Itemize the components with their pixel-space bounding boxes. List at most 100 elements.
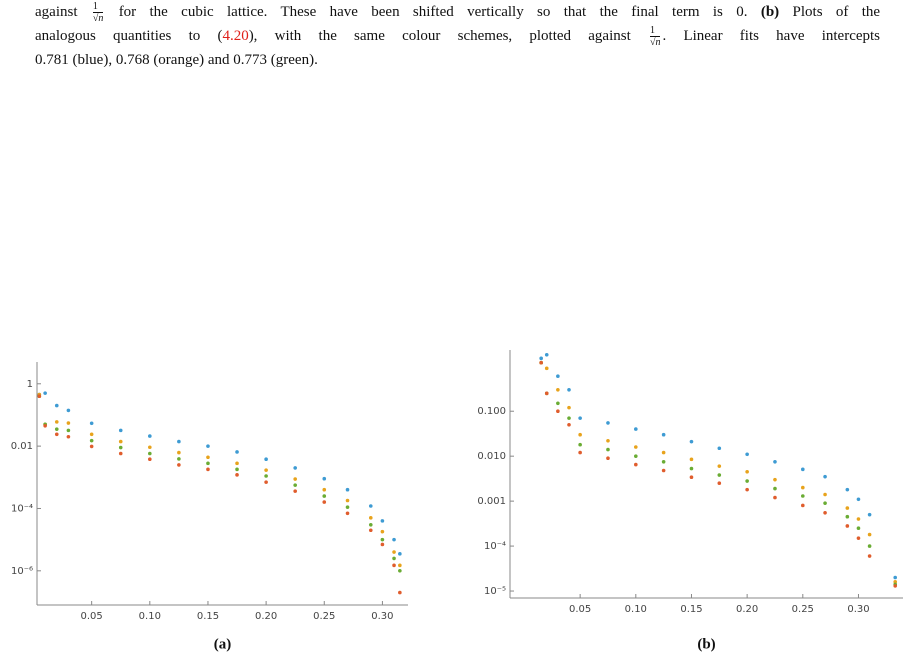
- point: [717, 473, 722, 477]
- text: ), with the same colour schemes, plotted…: [248, 28, 631, 45]
- point: [634, 462, 638, 467]
- point: [544, 391, 549, 396]
- point: [398, 590, 402, 595]
- point: [264, 474, 268, 478]
- point: [823, 492, 827, 497]
- denominator: √n: [649, 36, 661, 49]
- point: [264, 468, 268, 472]
- point: [177, 439, 181, 444]
- point: [773, 495, 777, 500]
- point: [264, 480, 268, 484]
- point: [801, 467, 805, 472]
- point: [567, 422, 571, 427]
- point: [717, 446, 722, 451]
- point: [745, 469, 749, 474]
- point: [773, 477, 777, 482]
- point: [293, 483, 297, 487]
- point: [689, 475, 694, 480]
- point: [578, 432, 582, 437]
- text: against: [35, 4, 78, 20]
- point: [556, 374, 560, 379]
- point: [556, 387, 560, 392]
- reference[interactable]: 4.20: [222, 28, 249, 45]
- point: [544, 352, 549, 357]
- point: [177, 450, 181, 455]
- point: [264, 457, 268, 462]
- point: [567, 416, 571, 420]
- point: [845, 514, 850, 519]
- x-tick-label: 0.30: [371, 611, 393, 622]
- subcaption: (a): [214, 636, 232, 652]
- point: [368, 528, 373, 533]
- text: . Linear fits have intercepts: [662, 28, 881, 45]
- x-tick-label: 0.15: [680, 604, 702, 615]
- point: [89, 421, 94, 426]
- point: [606, 456, 610, 461]
- point: [578, 416, 582, 420]
- point: [634, 454, 638, 458]
- point: [556, 409, 560, 414]
- x-tick-label: 0.10: [625, 604, 647, 615]
- fraction: 1 √n: [92, 1, 104, 25]
- denominator: √n: [92, 12, 104, 25]
- caption-line: analogous quantities to (4.20), with the…: [35, 24, 880, 48]
- point: [177, 463, 181, 467]
- x-tick-label: 0.20: [255, 611, 277, 622]
- point: [43, 391, 47, 395]
- text: analogous quantities to (: [35, 28, 223, 45]
- y-tick-label: 10⁻⁴: [11, 503, 33, 514]
- y-tick-label: 10⁻⁵: [484, 586, 506, 597]
- point: [661, 468, 666, 473]
- point: [235, 473, 239, 477]
- x-tick-label: 0.20: [736, 604, 758, 615]
- point: [322, 487, 327, 492]
- point: [745, 487, 749, 492]
- point: [634, 445, 638, 449]
- caption: against 1 √n for the cubic lattice. These…: [35, 0, 880, 72]
- point: [539, 360, 543, 365]
- point: [823, 501, 827, 505]
- point: [867, 544, 872, 548]
- point: [773, 459, 777, 464]
- point: [380, 537, 385, 542]
- point: [867, 532, 872, 537]
- point: [148, 451, 152, 456]
- point: [801, 485, 805, 490]
- point: [293, 466, 297, 470]
- y-tick-label: 0.001: [477, 496, 506, 507]
- point: [689, 439, 694, 444]
- point: [893, 580, 898, 584]
- point: [823, 510, 827, 515]
- point: [380, 529, 385, 534]
- point: [368, 516, 373, 520]
- point: [235, 461, 239, 466]
- point: [801, 503, 805, 508]
- numerator: 1: [92, 1, 98, 13]
- point: [54, 427, 59, 431]
- point: [293, 477, 297, 481]
- point: [689, 466, 694, 471]
- point: [634, 427, 638, 431]
- point: [745, 452, 749, 457]
- point: [661, 450, 666, 455]
- point: [206, 467, 210, 472]
- x-tick-label: 0.05: [81, 611, 103, 622]
- point: [345, 498, 350, 503]
- point: [148, 445, 152, 450]
- y-tick-label: 0.01: [11, 441, 33, 452]
- point: [177, 457, 181, 461]
- point: [392, 556, 396, 561]
- point: [206, 455, 210, 460]
- point: [661, 432, 666, 437]
- point: [578, 450, 582, 455]
- point: [118, 439, 123, 444]
- x-tick-label: 0.25: [792, 604, 814, 615]
- caption-line: against 1 √n for the cubic lattice. These…: [35, 0, 880, 24]
- point: [345, 511, 350, 516]
- point: [392, 563, 396, 568]
- y-tick-label: 0.010: [477, 451, 506, 462]
- caption-line: 0.781 (blue), 0.768 (orange) and 0.773 (…: [35, 48, 880, 72]
- point: [661, 459, 666, 464]
- point: [398, 569, 402, 573]
